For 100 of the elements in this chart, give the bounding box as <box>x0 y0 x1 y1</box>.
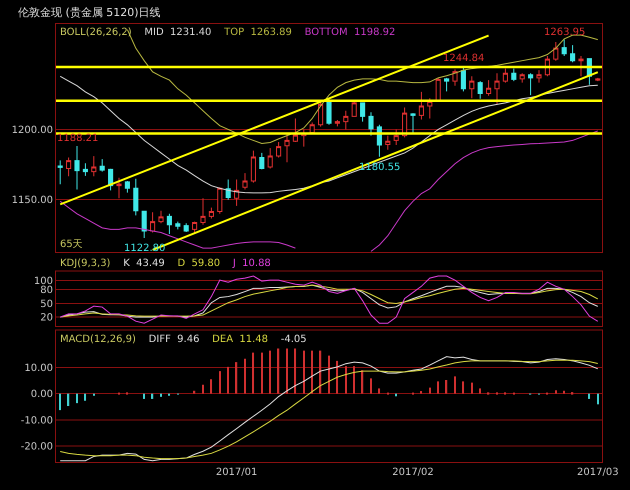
bar <box>143 394 145 399</box>
candlestick <box>200 198 206 226</box>
bar <box>378 388 380 394</box>
bar <box>571 392 574 395</box>
candlestick <box>385 135 390 150</box>
chart-title: 伦敦金现 (贵金属 5120)日线 <box>18 6 161 19</box>
bar <box>269 350 271 394</box>
candlestick <box>133 178 138 216</box>
bar <box>462 381 464 394</box>
candlestick <box>511 68 516 82</box>
bar <box>252 352 254 394</box>
candlestick <box>192 221 198 233</box>
y-tick-label: 50 <box>40 298 53 310</box>
candlestick <box>334 120 340 127</box>
candlestick <box>310 122 315 134</box>
text: BOTTOM 1198.92 <box>304 27 396 38</box>
y-tick-label: 0.00 <box>30 389 53 400</box>
bar <box>202 384 204 394</box>
candlestick <box>208 207 214 219</box>
x-tick-label: 2017/01 <box>216 467 258 478</box>
bar <box>420 391 422 394</box>
series-label: J 10.88 <box>232 258 271 269</box>
candlestick <box>478 80 483 100</box>
line-series <box>60 276 598 324</box>
candlestick <box>452 68 458 86</box>
candlestick <box>100 158 105 172</box>
candlestick <box>318 100 324 128</box>
candlestick <box>444 77 450 92</box>
candlestick <box>66 157 72 177</box>
text: D 59.80 <box>177 258 220 269</box>
candlestick <box>166 213 172 235</box>
candlestick <box>58 160 63 185</box>
bar <box>67 394 70 406</box>
annotation: -4.05 <box>280 334 307 345</box>
candlestick <box>486 80 492 96</box>
bar <box>479 388 481 394</box>
bar <box>59 394 61 410</box>
candlestick <box>234 179 240 206</box>
candlestick <box>242 172 248 190</box>
candlestick <box>553 42 558 62</box>
candlestick <box>368 112 374 136</box>
bar <box>437 381 439 394</box>
candlestick <box>578 56 584 77</box>
chart-subtitle: MACD(12,26,9) <box>60 334 136 345</box>
candlestick <box>259 152 264 170</box>
candlestick <box>427 98 432 119</box>
candlestick <box>116 177 122 199</box>
chart-subtitle: KDJ(9,3,3) <box>60 258 111 269</box>
candlestick <box>292 118 298 142</box>
line-series <box>60 76 598 194</box>
bar <box>454 376 456 394</box>
candlestick <box>226 179 231 200</box>
y-tick-label: 10.00 <box>24 362 53 374</box>
candlestick <box>502 68 508 84</box>
bar <box>286 348 288 394</box>
y-tick-label: -20.00 <box>20 442 53 453</box>
text: TOP 1263.89 <box>223 27 292 38</box>
bar <box>219 371 221 394</box>
candlestick <box>418 91 424 120</box>
candlestick <box>460 66 466 92</box>
annotation: 65天 <box>60 239 83 250</box>
candlestick <box>175 221 180 230</box>
candlestick <box>184 222 189 232</box>
bar <box>328 356 330 394</box>
candlestick <box>570 44 576 63</box>
candlestick <box>394 128 399 146</box>
bar <box>84 394 86 401</box>
bar <box>76 394 78 404</box>
bar <box>303 350 305 394</box>
candlestick <box>343 110 348 130</box>
y-tick-label: 1200.00 <box>12 124 53 136</box>
candlestick <box>268 148 273 170</box>
y-tick-label: 80 <box>40 285 53 296</box>
bar <box>294 348 296 394</box>
candlestick <box>536 70 542 84</box>
candlestick <box>494 72 500 105</box>
y-tick-label: 20 <box>40 312 53 324</box>
bar <box>151 394 154 399</box>
bar <box>429 388 431 394</box>
bar <box>160 394 162 397</box>
bar <box>345 366 347 394</box>
text: K 43.49 <box>123 258 165 269</box>
bar <box>227 366 229 394</box>
bar <box>597 394 599 404</box>
y-tick-label: 1150.00 <box>12 195 53 206</box>
annotation: 1263.95 <box>544 27 586 38</box>
candlestick <box>528 72 534 96</box>
text: DEA 11.48 <box>212 334 268 345</box>
x-tick-label: 2017/03 <box>577 467 619 478</box>
bar <box>395 394 397 396</box>
bar <box>336 360 338 394</box>
bar <box>235 362 238 394</box>
y-tick-label: -10.00 <box>20 415 53 426</box>
candlestick <box>124 180 130 194</box>
annotation: 1188.21 <box>57 133 98 144</box>
annotation: 1244.84 <box>443 53 484 64</box>
candlestick <box>142 210 147 238</box>
candlestick <box>520 72 525 84</box>
candlestick <box>217 188 222 214</box>
candlestick <box>158 210 164 224</box>
